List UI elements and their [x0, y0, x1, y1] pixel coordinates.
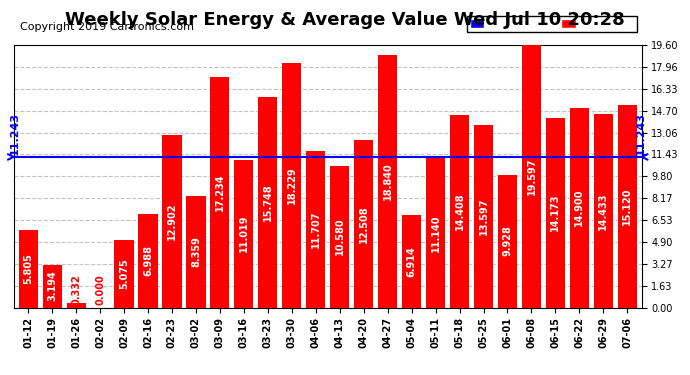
Bar: [594, 114, 613, 308]
Bar: [618, 105, 637, 308]
Text: 15.120: 15.120: [622, 188, 632, 225]
Text: 12.902: 12.902: [167, 202, 177, 240]
Text: 14.900: 14.900: [574, 189, 584, 226]
Bar: [570, 108, 589, 308]
Bar: [139, 214, 157, 308]
Text: Weekly Solar Energy & Average Value Wed Jul 10 20:28: Weekly Solar Energy & Average Value Wed …: [65, 11, 625, 29]
Bar: [330, 166, 349, 308]
Text: 5.075: 5.075: [119, 258, 129, 289]
Text: 0.332: 0.332: [71, 275, 81, 306]
Text: 9.928: 9.928: [502, 226, 513, 256]
Bar: [186, 195, 206, 308]
Bar: [450, 114, 469, 308]
Bar: [306, 151, 326, 308]
Bar: [402, 215, 421, 308]
Bar: [19, 230, 38, 308]
Bar: [474, 125, 493, 308]
Bar: [162, 135, 181, 308]
Bar: [546, 118, 565, 308]
Legend: Average ($), Daily  ($): Average ($), Daily ($): [467, 16, 637, 32]
Bar: [354, 140, 373, 308]
Text: 10.580: 10.580: [335, 218, 345, 255]
Text: Copyright 2019 Cartronics.com: Copyright 2019 Cartronics.com: [20, 22, 194, 32]
Bar: [258, 97, 277, 308]
Text: 12.508: 12.508: [359, 205, 368, 243]
Bar: [522, 45, 541, 308]
Text: 11.243: 11.243: [10, 112, 20, 155]
Text: 17.234: 17.234: [215, 173, 225, 211]
Bar: [66, 303, 86, 307]
Text: 18.229: 18.229: [287, 166, 297, 204]
Bar: [210, 77, 230, 308]
Bar: [426, 158, 445, 308]
Text: 19.597: 19.597: [526, 158, 536, 195]
Text: 14.408: 14.408: [455, 192, 464, 230]
Text: 11.707: 11.707: [310, 210, 321, 248]
Text: 3.194: 3.194: [47, 271, 57, 302]
Text: 14.173: 14.173: [551, 194, 560, 231]
Bar: [115, 240, 134, 308]
Text: 14.433: 14.433: [598, 192, 609, 230]
Text: 11.019: 11.019: [239, 215, 249, 252]
Bar: [282, 63, 302, 308]
Bar: [43, 265, 61, 308]
Text: 6.988: 6.988: [143, 245, 153, 276]
Text: 0.000: 0.000: [95, 275, 105, 306]
Text: 6.914: 6.914: [406, 246, 417, 277]
Bar: [498, 174, 517, 308]
Text: 11.243: 11.243: [635, 112, 646, 155]
Bar: [378, 55, 397, 308]
Text: 18.840: 18.840: [383, 162, 393, 200]
Text: 5.805: 5.805: [23, 253, 33, 284]
Text: 8.359: 8.359: [191, 236, 201, 267]
Bar: [235, 160, 253, 308]
Text: 11.140: 11.140: [431, 214, 441, 252]
Text: 15.748: 15.748: [263, 183, 273, 221]
Text: 13.597: 13.597: [479, 198, 489, 235]
